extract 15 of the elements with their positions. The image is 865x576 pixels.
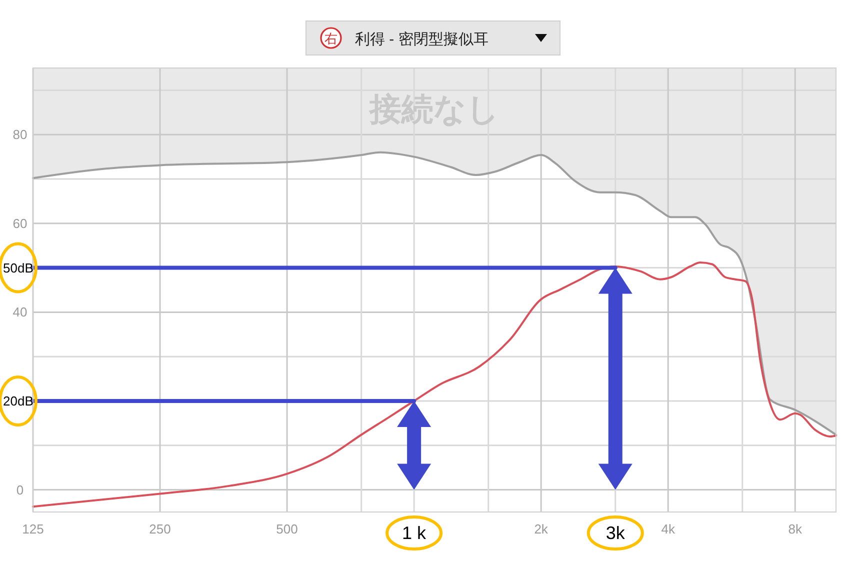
chart-title: 利得 - 密閉型擬似耳 <box>355 31 488 48</box>
y-tick-label: 80 <box>12 127 28 142</box>
x-tick-label: 500 <box>276 522 298 536</box>
x-tick-label: 8k <box>788 522 802 536</box>
x-tick-label: 125 <box>22 522 44 536</box>
y-tick-label: 50dB <box>3 260 34 276</box>
x-tick-label: 250 <box>149 522 171 536</box>
x-tick-label: 1 k <box>402 523 428 543</box>
y-tick-label: 0 <box>16 482 24 498</box>
x-tick-label: 2k <box>534 522 548 536</box>
x-tick-label: 4k <box>661 522 676 536</box>
y-tick-label: 20dB <box>3 394 34 408</box>
y-tick-label: 40 <box>12 304 28 320</box>
x-tick-label: 3k <box>606 523 626 543</box>
y-tick-label: 60 <box>12 216 28 231</box>
